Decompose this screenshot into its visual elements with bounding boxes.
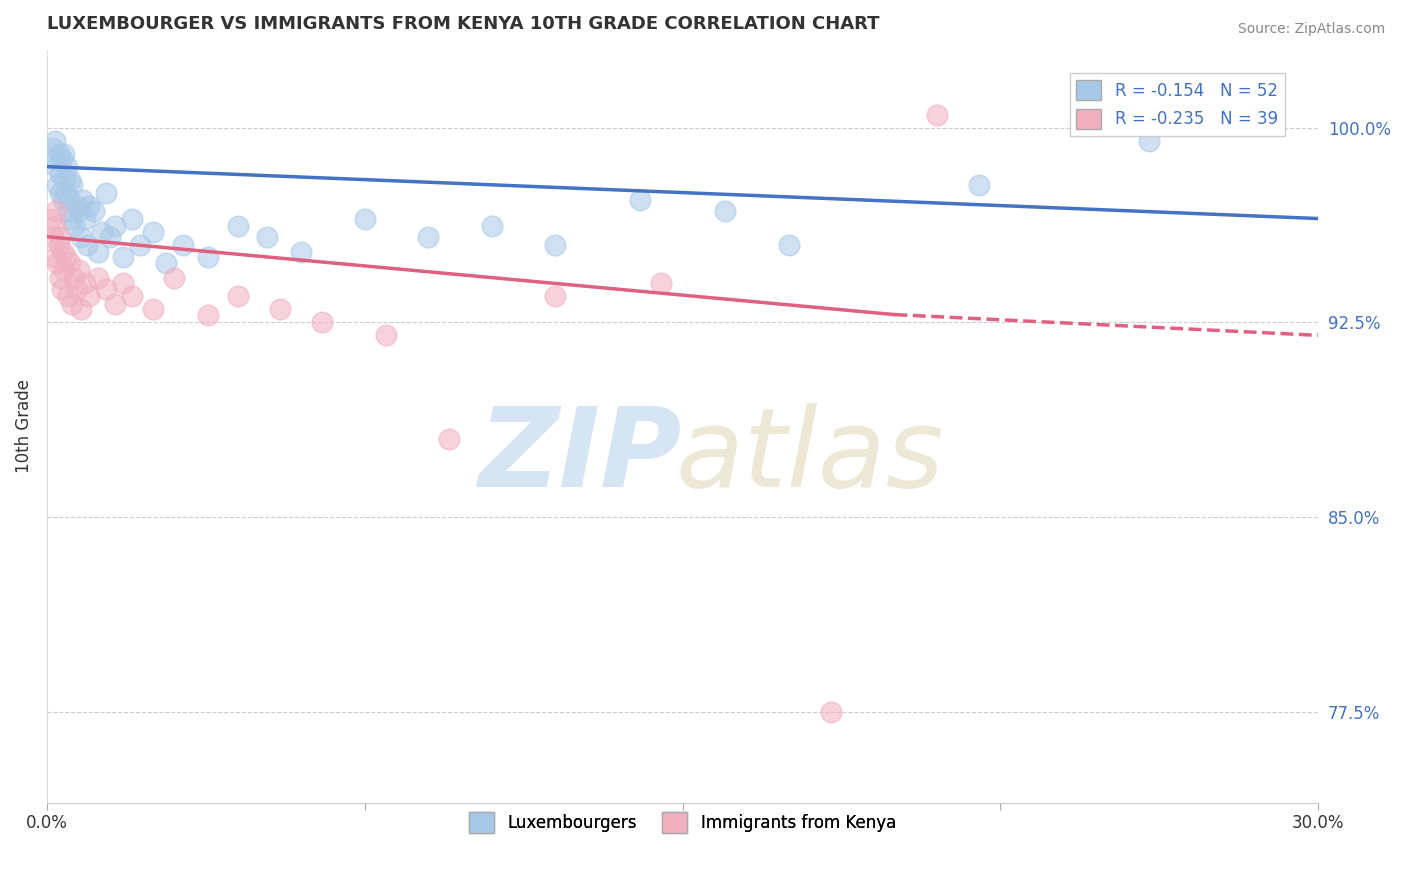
Point <box>628 194 651 208</box>
Point <box>53 172 76 186</box>
Point <box>142 302 165 317</box>
Point <box>44 251 66 265</box>
Point <box>91 225 114 239</box>
Point <box>59 172 82 186</box>
Point <box>65 282 87 296</box>
Point <box>544 237 567 252</box>
Point <box>172 237 194 252</box>
Point <box>269 302 291 317</box>
Point <box>60 211 83 226</box>
Point <box>77 198 100 212</box>
Point <box>46 178 69 192</box>
Point <box>778 237 800 252</box>
Point <box>418 229 440 244</box>
Point <box>69 229 91 244</box>
Point <box>129 237 152 252</box>
Point <box>48 146 70 161</box>
Point <box>51 152 73 166</box>
Point <box>42 229 65 244</box>
Point <box>311 315 333 329</box>
Point <box>87 245 110 260</box>
Point <box>112 277 135 291</box>
Point <box>55 251 77 265</box>
Text: LUXEMBOURGER VS IMMIGRANTS FROM KENYA 10TH GRADE CORRELATION CHART: LUXEMBOURGER VS IMMIGRANTS FROM KENYA 10… <box>46 15 879 33</box>
Point <box>290 245 312 260</box>
Point <box>121 289 143 303</box>
Point <box>56 203 79 218</box>
Point <box>142 225 165 239</box>
Point <box>48 237 70 252</box>
Point <box>49 186 72 200</box>
Point <box>59 255 82 269</box>
Point <box>353 211 375 226</box>
Point <box>96 282 118 296</box>
Point <box>256 229 278 244</box>
Point <box>197 251 219 265</box>
Text: Source: ZipAtlas.com: Source: ZipAtlas.com <box>1237 22 1385 37</box>
Point <box>83 203 105 218</box>
Point <box>46 255 69 269</box>
Point <box>76 237 98 252</box>
Point <box>820 705 842 719</box>
Point <box>45 160 67 174</box>
Point <box>155 255 177 269</box>
Point <box>77 289 100 303</box>
Point <box>197 308 219 322</box>
Legend: Luxembourgers, Immigrants from Kenya: Luxembourgers, Immigrants from Kenya <box>463 805 903 839</box>
Point <box>714 203 737 218</box>
Point <box>51 282 73 296</box>
Point <box>39 211 62 226</box>
Point <box>87 271 110 285</box>
Y-axis label: 10th Grade: 10th Grade <box>15 379 32 474</box>
Point <box>55 186 77 200</box>
Point <box>481 219 503 234</box>
Point <box>544 289 567 303</box>
Point <box>67 203 90 218</box>
Point <box>48 271 70 285</box>
Point <box>439 432 461 446</box>
Text: ZIP: ZIP <box>479 403 683 510</box>
Point <box>48 168 70 182</box>
Point <box>60 297 83 311</box>
Point <box>1137 134 1160 148</box>
Point <box>104 219 127 234</box>
Point <box>63 219 86 234</box>
Point <box>650 277 672 291</box>
Point <box>163 271 186 285</box>
Point <box>104 297 127 311</box>
Point <box>112 251 135 265</box>
Point <box>56 289 79 303</box>
Point <box>42 141 65 155</box>
Point <box>967 178 990 192</box>
Point <box>226 289 249 303</box>
Text: atlas: atlas <box>675 403 943 510</box>
Point <box>44 134 66 148</box>
Point <box>60 178 83 192</box>
Point <box>44 219 66 234</box>
Point <box>100 229 122 244</box>
Point <box>69 302 91 317</box>
Point <box>72 194 94 208</box>
Point <box>121 211 143 226</box>
Point <box>45 203 67 218</box>
Point <box>49 229 72 244</box>
Point <box>226 219 249 234</box>
Point <box>374 328 396 343</box>
Point <box>52 263 75 277</box>
Point <box>63 271 86 285</box>
Point <box>925 108 948 122</box>
Point <box>44 152 66 166</box>
Point <box>52 146 75 161</box>
Point <box>73 211 96 226</box>
Point <box>56 160 79 174</box>
Point <box>96 186 118 200</box>
Point <box>52 245 75 260</box>
Point <box>52 194 75 208</box>
Point <box>73 277 96 291</box>
Point <box>67 263 90 277</box>
Point <box>58 194 80 208</box>
Point <box>65 198 87 212</box>
